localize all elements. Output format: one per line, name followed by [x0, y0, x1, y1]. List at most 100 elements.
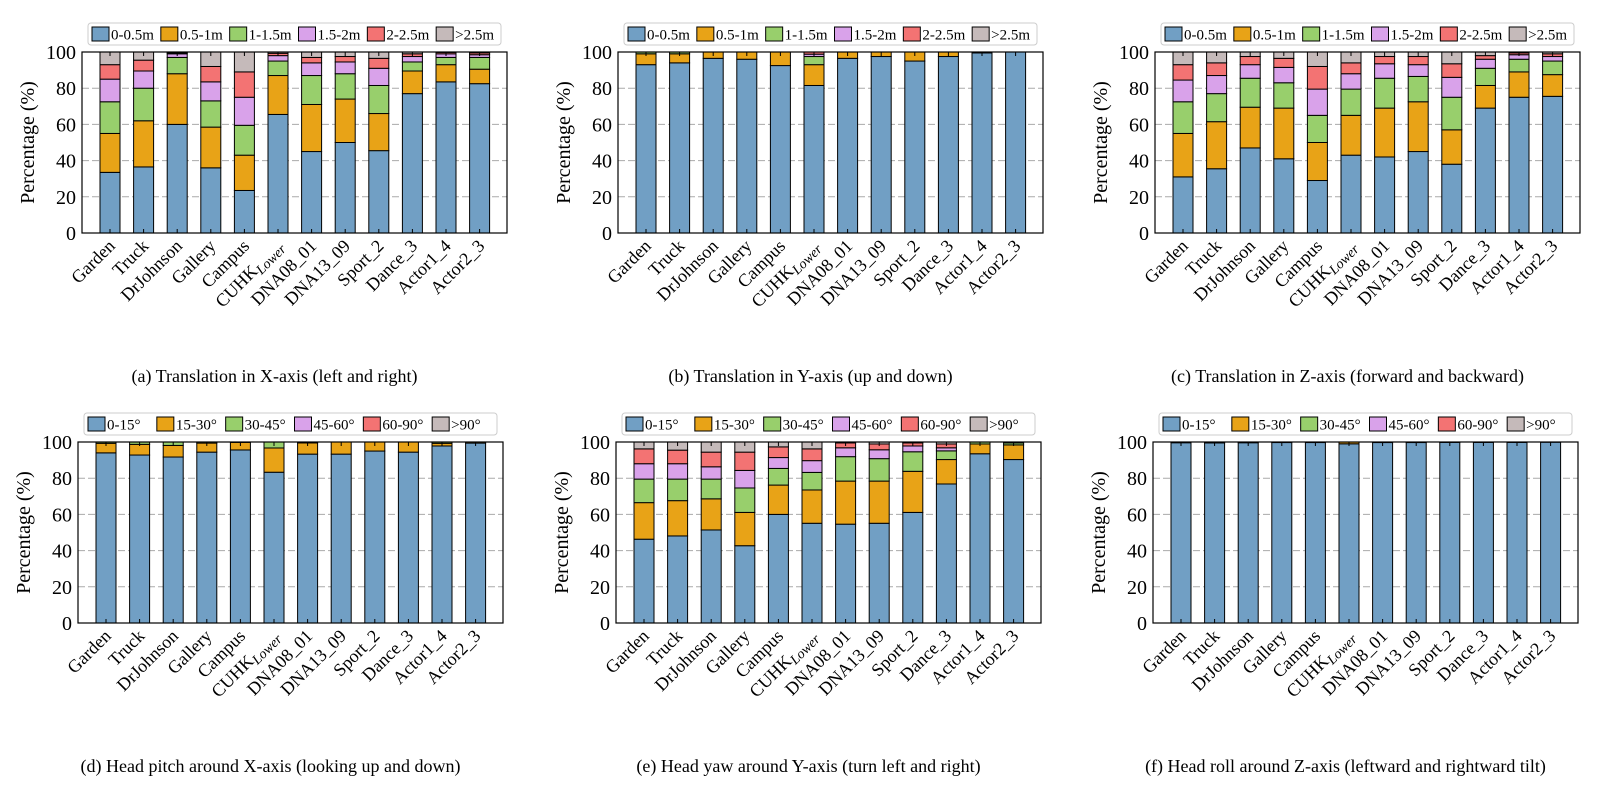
- bar-segment-0-0.5m: [904, 60, 926, 234]
- bar-segment-0-0.5m: [937, 56, 959, 234]
- bar-segment-1.5-2m: [1273, 66, 1295, 84]
- bar-segment-15-30°: [263, 447, 285, 473]
- bar-segment-1.5-2m: [267, 55, 289, 62]
- caption: (c) Translation in Z-axis (forward and b…: [1171, 366, 1524, 387]
- bar-segment-0-15°: [1304, 442, 1326, 624]
- y-axis-label: Percentage (%): [13, 471, 35, 594]
- bar-segment-0-0.5m: [334, 142, 356, 234]
- y-tick-label: 40: [1129, 151, 1149, 173]
- legend-swatch-3: [1371, 26, 1389, 42]
- bar-segment-0-0.5m: [736, 58, 758, 234]
- bar-segment-45-60°: [667, 463, 689, 480]
- legend-label: 0-15°: [645, 418, 679, 434]
- bar-segment-0-15°: [1506, 441, 1528, 624]
- bar-segment-60-90°: [767, 446, 789, 459]
- bar-segment-0-15°: [1271, 442, 1293, 624]
- y-tick-label: 20: [52, 577, 72, 599]
- legend-swatch-0: [1164, 26, 1183, 42]
- legend-label: 0-15°: [107, 418, 141, 434]
- legend-label: 15-30°: [714, 418, 755, 434]
- bar-segment-2-2.5m: [133, 59, 155, 72]
- bar-segment-2-2.5m: [1474, 55, 1496, 60]
- legend-label: 1.5-2m: [1391, 28, 1434, 44]
- bar-segment-1.5-2m: [334, 61, 356, 75]
- bar-segment-0.5-1m: [1306, 142, 1328, 182]
- bar-segment-0-15°: [364, 450, 386, 624]
- bar-segment-1.5-2m: [1340, 73, 1362, 90]
- plot-frame: [615, 441, 1042, 624]
- bar-segment-0.5-1m: [200, 126, 222, 169]
- y-tick-label: 60: [592, 114, 612, 136]
- bar-segment-60-90°: [734, 451, 756, 471]
- y-tick-label: 40: [52, 541, 72, 563]
- bar-segment-0-15°: [1540, 441, 1562, 624]
- bar-segment-0-0.5m: [233, 189, 255, 234]
- y-axis-label: Percentage (%): [17, 81, 39, 204]
- y-tick-label: 60: [56, 114, 76, 136]
- bar-segment-0-15°: [162, 456, 184, 624]
- legend-swatch-4: [1437, 416, 1456, 432]
- bar-segment-1-1.5m: [1374, 77, 1396, 109]
- y-tick-label: 100: [580, 432, 610, 454]
- bar-segment-0.5-1m: [435, 64, 457, 83]
- legend-swatch-3: [834, 26, 852, 42]
- legend-swatch-5: [435, 26, 454, 42]
- bar-segment-0-0.5m: [1407, 151, 1429, 234]
- legend-swatch-4: [902, 26, 921, 42]
- legend-label: >2.5m: [455, 28, 494, 44]
- y-tick-label: 20: [590, 577, 610, 599]
- bar-segment-45-60°: [835, 447, 857, 458]
- legend-swatch-1: [160, 26, 179, 42]
- bar-segment-0.5-1m: [1508, 71, 1530, 98]
- bar-segment-0-15°: [935, 483, 957, 624]
- bar-segment-1-1.5m: [368, 84, 390, 115]
- bar-segment-1.5-2m: [1374, 63, 1396, 79]
- y-axis-label: Percentage (%): [553, 81, 575, 204]
- bar-segment-0-15°: [196, 451, 218, 624]
- bar-segment-0-0.5m: [1474, 107, 1496, 234]
- bar-segment-0-15°: [129, 454, 151, 624]
- bar-segment-30-45°: [801, 471, 823, 491]
- bar-segment-30-45°: [734, 487, 756, 513]
- bar-segment-45-60°: [767, 457, 789, 469]
- caption: (f) Head roll around Z-axis (leftward an…: [1145, 756, 1546, 777]
- legend-label: >2.5m: [991, 28, 1030, 44]
- bar-segment-1.5-2m: [233, 96, 255, 126]
- legend-label: 1-1.5m: [1322, 28, 1365, 44]
- bar-segment-1-1.5m: [1441, 96, 1463, 131]
- bar-segment-0.5-1m: [1340, 114, 1362, 156]
- legend-label: >2.5m: [1528, 28, 1567, 44]
- bar-segment-0-0.5m: [669, 62, 691, 234]
- bar-segment-0-0.5m: [1273, 158, 1295, 234]
- bar-segment-2-2.5m: [233, 71, 255, 98]
- legend-label: 1.5-2m: [318, 28, 361, 44]
- bar-segment-0-15°: [700, 529, 722, 624]
- bar-segment-1-1.5m: [200, 100, 222, 128]
- legend-swatch-2: [1300, 416, 1319, 432]
- bar-segment-1-1.5m: [267, 60, 289, 77]
- bar-segment-0-0.5m: [368, 150, 390, 234]
- legend-swatch-0: [91, 26, 110, 42]
- y-axis-label: Percentage (%): [1088, 471, 1110, 594]
- y-tick-label: 80: [1127, 468, 1147, 490]
- caption: (a) Translation in X-axis (left and righ…: [132, 366, 418, 387]
- y-tick-label: 80: [592, 78, 612, 100]
- legend-label: 45-60°: [314, 418, 355, 434]
- y-tick-label: 0: [600, 613, 610, 635]
- legend-label: >90°: [989, 418, 1018, 434]
- bar-segment-1-1.5m: [401, 61, 423, 72]
- bar-segment-15-30°: [734, 511, 756, 547]
- bar-segment-0-15°: [1204, 442, 1226, 624]
- bar-segment-0-0.5m: [166, 123, 188, 234]
- bar-segment-0-15°: [1237, 442, 1259, 624]
- bar-segment-0.5-1m: [233, 154, 255, 191]
- bar-segment-1-1.5m: [99, 101, 121, 134]
- bar-segment-1.5-2m: [301, 62, 323, 77]
- bar-segment-0-15°: [835, 523, 857, 624]
- legend-swatch-0: [1162, 416, 1181, 432]
- legend-box: [1158, 412, 1573, 436]
- bar-segment-1.5-2m: [1474, 58, 1496, 69]
- bar-segment-0-0.5m: [435, 81, 457, 234]
